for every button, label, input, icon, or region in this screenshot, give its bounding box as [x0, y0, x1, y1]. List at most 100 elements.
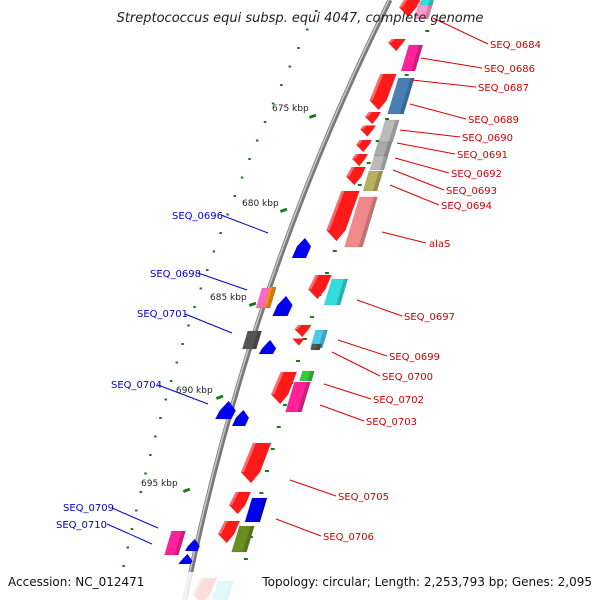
- gene-label-seq-0694[interactable]: SEQ_0694: [441, 201, 492, 212]
- gene-feature: [231, 409, 250, 427]
- leader-line: [106, 523, 153, 545]
- gene-label-alas[interactable]: alaS: [429, 239, 450, 250]
- gene-feature-edge: [411, 45, 423, 71]
- gene-label-seq-0690[interactable]: SEQ_0690: [462, 133, 513, 144]
- gene-feature-shade: [360, 125, 367, 130]
- gc-tick: [425, 30, 430, 32]
- gene-feature: [419, 0, 434, 6]
- gene-label-seq-0686[interactable]: SEQ_0686: [484, 64, 535, 75]
- leader-line: [319, 404, 365, 422]
- leader-line: [197, 272, 248, 291]
- gene-feature-edge: [315, 344, 322, 350]
- gene-label-seq-0696[interactable]: SEQ_0696: [172, 211, 223, 222]
- gene-feature: [387, 38, 407, 52]
- leader-line: [409, 103, 467, 120]
- gene-feature-edge: [399, 78, 415, 114]
- gene-feature-edge: [174, 531, 186, 555]
- minor-tick: [169, 380, 173, 382]
- gene-feature: [344, 196, 378, 248]
- gene-feature: [272, 295, 293, 317]
- gene-feature: [294, 324, 312, 338]
- gene-feature: [164, 530, 186, 556]
- leader-line: [157, 384, 209, 405]
- gene-feature-shade: [356, 140, 363, 145]
- gene-feature-shade: [271, 372, 284, 395]
- gene-feature: [364, 111, 382, 125]
- leader-line: [396, 142, 456, 155]
- minor-tick: [305, 28, 309, 31]
- leader-line: [323, 383, 372, 400]
- gene-label-seq-0691[interactable]: SEQ_0691: [457, 150, 508, 161]
- gene-feature: [241, 330, 263, 350]
- major-tick: [182, 487, 191, 493]
- gene-label-seq-0698[interactable]: SEQ_0698: [150, 269, 201, 280]
- gene-feature-shade: [399, 0, 408, 8]
- gene-label-seq-0689[interactable]: SEQ_0689: [468, 115, 519, 126]
- gene-label-seq-0701[interactable]: SEQ_0701: [137, 309, 188, 320]
- minor-tick: [139, 491, 143, 493]
- gene-label-seq-0699[interactable]: SEQ_0699: [389, 352, 440, 363]
- gc-tick: [375, 140, 380, 142]
- gene-feature: [355, 139, 373, 153]
- gene-label-seq-0710[interactable]: SEQ_0710: [56, 520, 107, 531]
- gene-feature: [285, 381, 311, 413]
- gene-feature: [323, 278, 349, 306]
- gene-feature-edge: [297, 382, 311, 412]
- gene-label-seq-0692[interactable]: SEQ_0692: [451, 169, 502, 180]
- minor-tick: [226, 213, 229, 216]
- gene-label-seq-0700[interactable]: SEQ_0700: [382, 372, 433, 383]
- leader-line: [432, 17, 489, 45]
- gene-label-seq-0709[interactable]: SEQ_0709: [63, 503, 114, 514]
- minor-tick: [135, 509, 138, 512]
- gene-label-seq-0693[interactable]: SEQ_0693: [446, 186, 497, 197]
- leader-line: [394, 157, 450, 174]
- gc-tick: [296, 360, 301, 362]
- minor-tick: [280, 84, 283, 86]
- minor-tick: [122, 565, 125, 567]
- gene-feature: [398, 0, 421, 18]
- gene-feature-edge: [358, 197, 378, 247]
- minor-tick: [130, 528, 134, 530]
- gene-feature-shade: [218, 521, 228, 534]
- gene-feature: [258, 339, 277, 355]
- major-tick: [308, 113, 317, 119]
- gc-tick: [276, 426, 281, 428]
- gc-tick: [243, 558, 248, 560]
- gene-label-seq-0687[interactable]: SEQ_0687: [478, 83, 529, 94]
- leader-line: [356, 299, 403, 317]
- gene-feature-edge: [388, 120, 400, 142]
- gene-feature: [362, 170, 384, 192]
- leader-line: [389, 184, 440, 206]
- leader-line: [420, 57, 483, 69]
- gene-feature: [299, 370, 315, 382]
- gc-tick: [366, 162, 371, 164]
- leader-line: [331, 351, 381, 377]
- minor-tick: [315, 10, 318, 12]
- minor-tick: [193, 306, 196, 308]
- gene-label-seq-0705[interactable]: SEQ_0705: [338, 492, 389, 503]
- leader-line: [399, 129, 461, 138]
- gene-feature: [270, 371, 298, 405]
- gene-label-seq-0684[interactable]: SEQ_0684: [490, 40, 541, 51]
- gene-label-seq-0706[interactable]: SEQ_0706: [323, 532, 374, 543]
- gc-tick: [404, 74, 409, 76]
- tick-label-675: 675 kbp: [272, 104, 309, 114]
- gene-feature: [387, 77, 415, 115]
- gene-label-seq-0702[interactable]: SEQ_0702: [373, 395, 424, 406]
- gene-label-seq-0704[interactable]: SEQ_0704: [111, 380, 162, 391]
- gene-feature-edge: [336, 279, 348, 305]
- gene-feature-shade: [365, 112, 372, 117]
- minor-tick: [164, 398, 168, 401]
- gene-feature: [308, 274, 332, 300]
- minor-tick: [159, 417, 162, 419]
- gene-feature-shade: [346, 167, 355, 177]
- gc-tick: [259, 492, 264, 494]
- gene-label-seq-0703[interactable]: SEQ_0703: [366, 417, 417, 428]
- gene-label-seq-0697[interactable]: SEQ_0697: [404, 312, 455, 323]
- gene-feature: [263, 286, 277, 308]
- gene-feature: [360, 125, 377, 137]
- minor-tick: [149, 454, 152, 456]
- gene-feature: [228, 491, 252, 515]
